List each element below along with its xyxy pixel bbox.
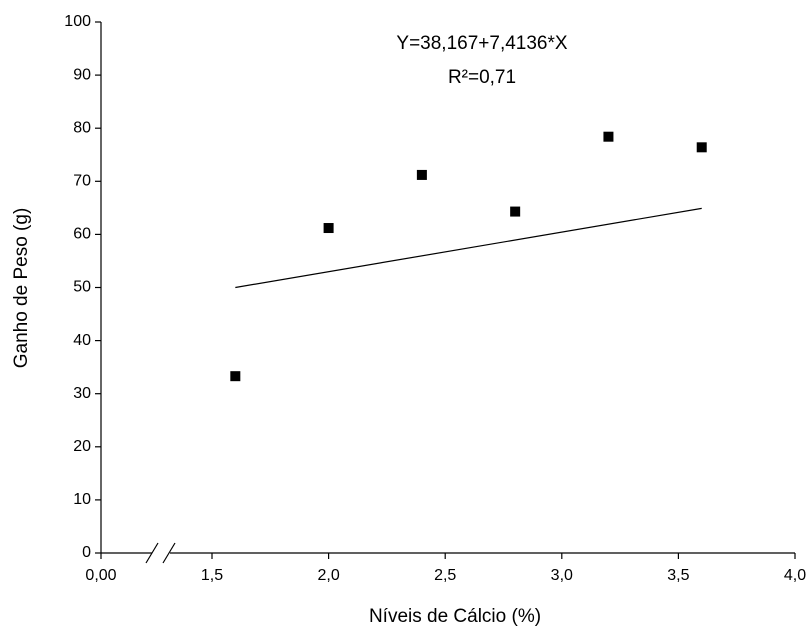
x-tick-label: 3,5: [667, 567, 689, 584]
y-tick-label: 70: [73, 173, 91, 190]
point: [416, 169, 427, 180]
point: [603, 131, 614, 142]
x-tick-label: 4,0: [784, 567, 806, 584]
y-tick-label: 60: [73, 226, 91, 243]
point: [230, 371, 241, 382]
y-tick-label: 40: [73, 332, 91, 349]
y-tick-label: 20: [73, 438, 91, 455]
point: [510, 206, 521, 217]
y-tick-label: 80: [73, 119, 91, 136]
x-tick-label: 2,0: [317, 567, 339, 584]
y-tick-label: 50: [73, 279, 91, 296]
y-tick-label: 10: [73, 491, 91, 508]
axis-break: [145, 542, 159, 564]
y-tick-label: 0: [82, 544, 91, 561]
equation: Y=38,167+7,4136*X: [396, 33, 567, 54]
fit-line: [235, 207, 702, 289]
point: [696, 142, 707, 153]
x-tick-label: 2,5: [434, 567, 456, 584]
axis-break: [162, 542, 176, 564]
x-tick-label: 1,5: [201, 567, 223, 584]
x-tick-label: 0,00: [85, 567, 116, 584]
y-axis-title: Ganho de Peso (g): [11, 208, 32, 369]
x-tick-label: 3,0: [551, 567, 573, 584]
y-tick-label: 100: [64, 13, 91, 30]
y-tick-label: 30: [73, 385, 91, 402]
r-squared: R²=0,71: [448, 67, 516, 88]
y-tick-label: 90: [73, 66, 91, 83]
point: [323, 223, 334, 234]
x-axis-title: Níveis de Cálcio (%): [369, 606, 541, 627]
